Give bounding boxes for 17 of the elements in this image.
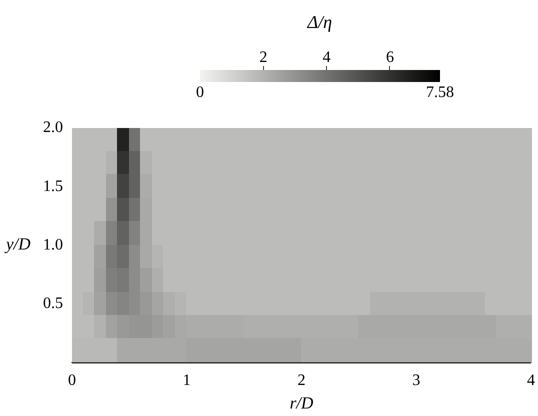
color-bar-title: Δ/η xyxy=(308,12,332,32)
x-tick-label: 0 xyxy=(68,372,76,390)
color-bar-label: 2 xyxy=(259,49,268,66)
color-bar-label: 6 xyxy=(386,49,394,66)
x-tick-label: 1 xyxy=(182,372,191,390)
y-tick-label: 1.0 xyxy=(43,236,63,254)
x-tick-label: 3 xyxy=(412,372,420,390)
x-tick-label: 2 xyxy=(298,372,306,390)
color-bar-label: 4 xyxy=(322,49,331,66)
y-tick-label: 2.0 xyxy=(43,119,63,136)
text: 0 xyxy=(196,84,204,101)
y-tick-label: 0.5 xyxy=(43,295,63,312)
y-axis-title: y/D xyxy=(4,234,32,254)
y-tick-label: 1.5 xyxy=(43,178,63,195)
text: 7.58 xyxy=(426,84,454,101)
x-axis-title: r/D xyxy=(290,393,314,412)
x-tick-label: 4 xyxy=(527,372,535,390)
